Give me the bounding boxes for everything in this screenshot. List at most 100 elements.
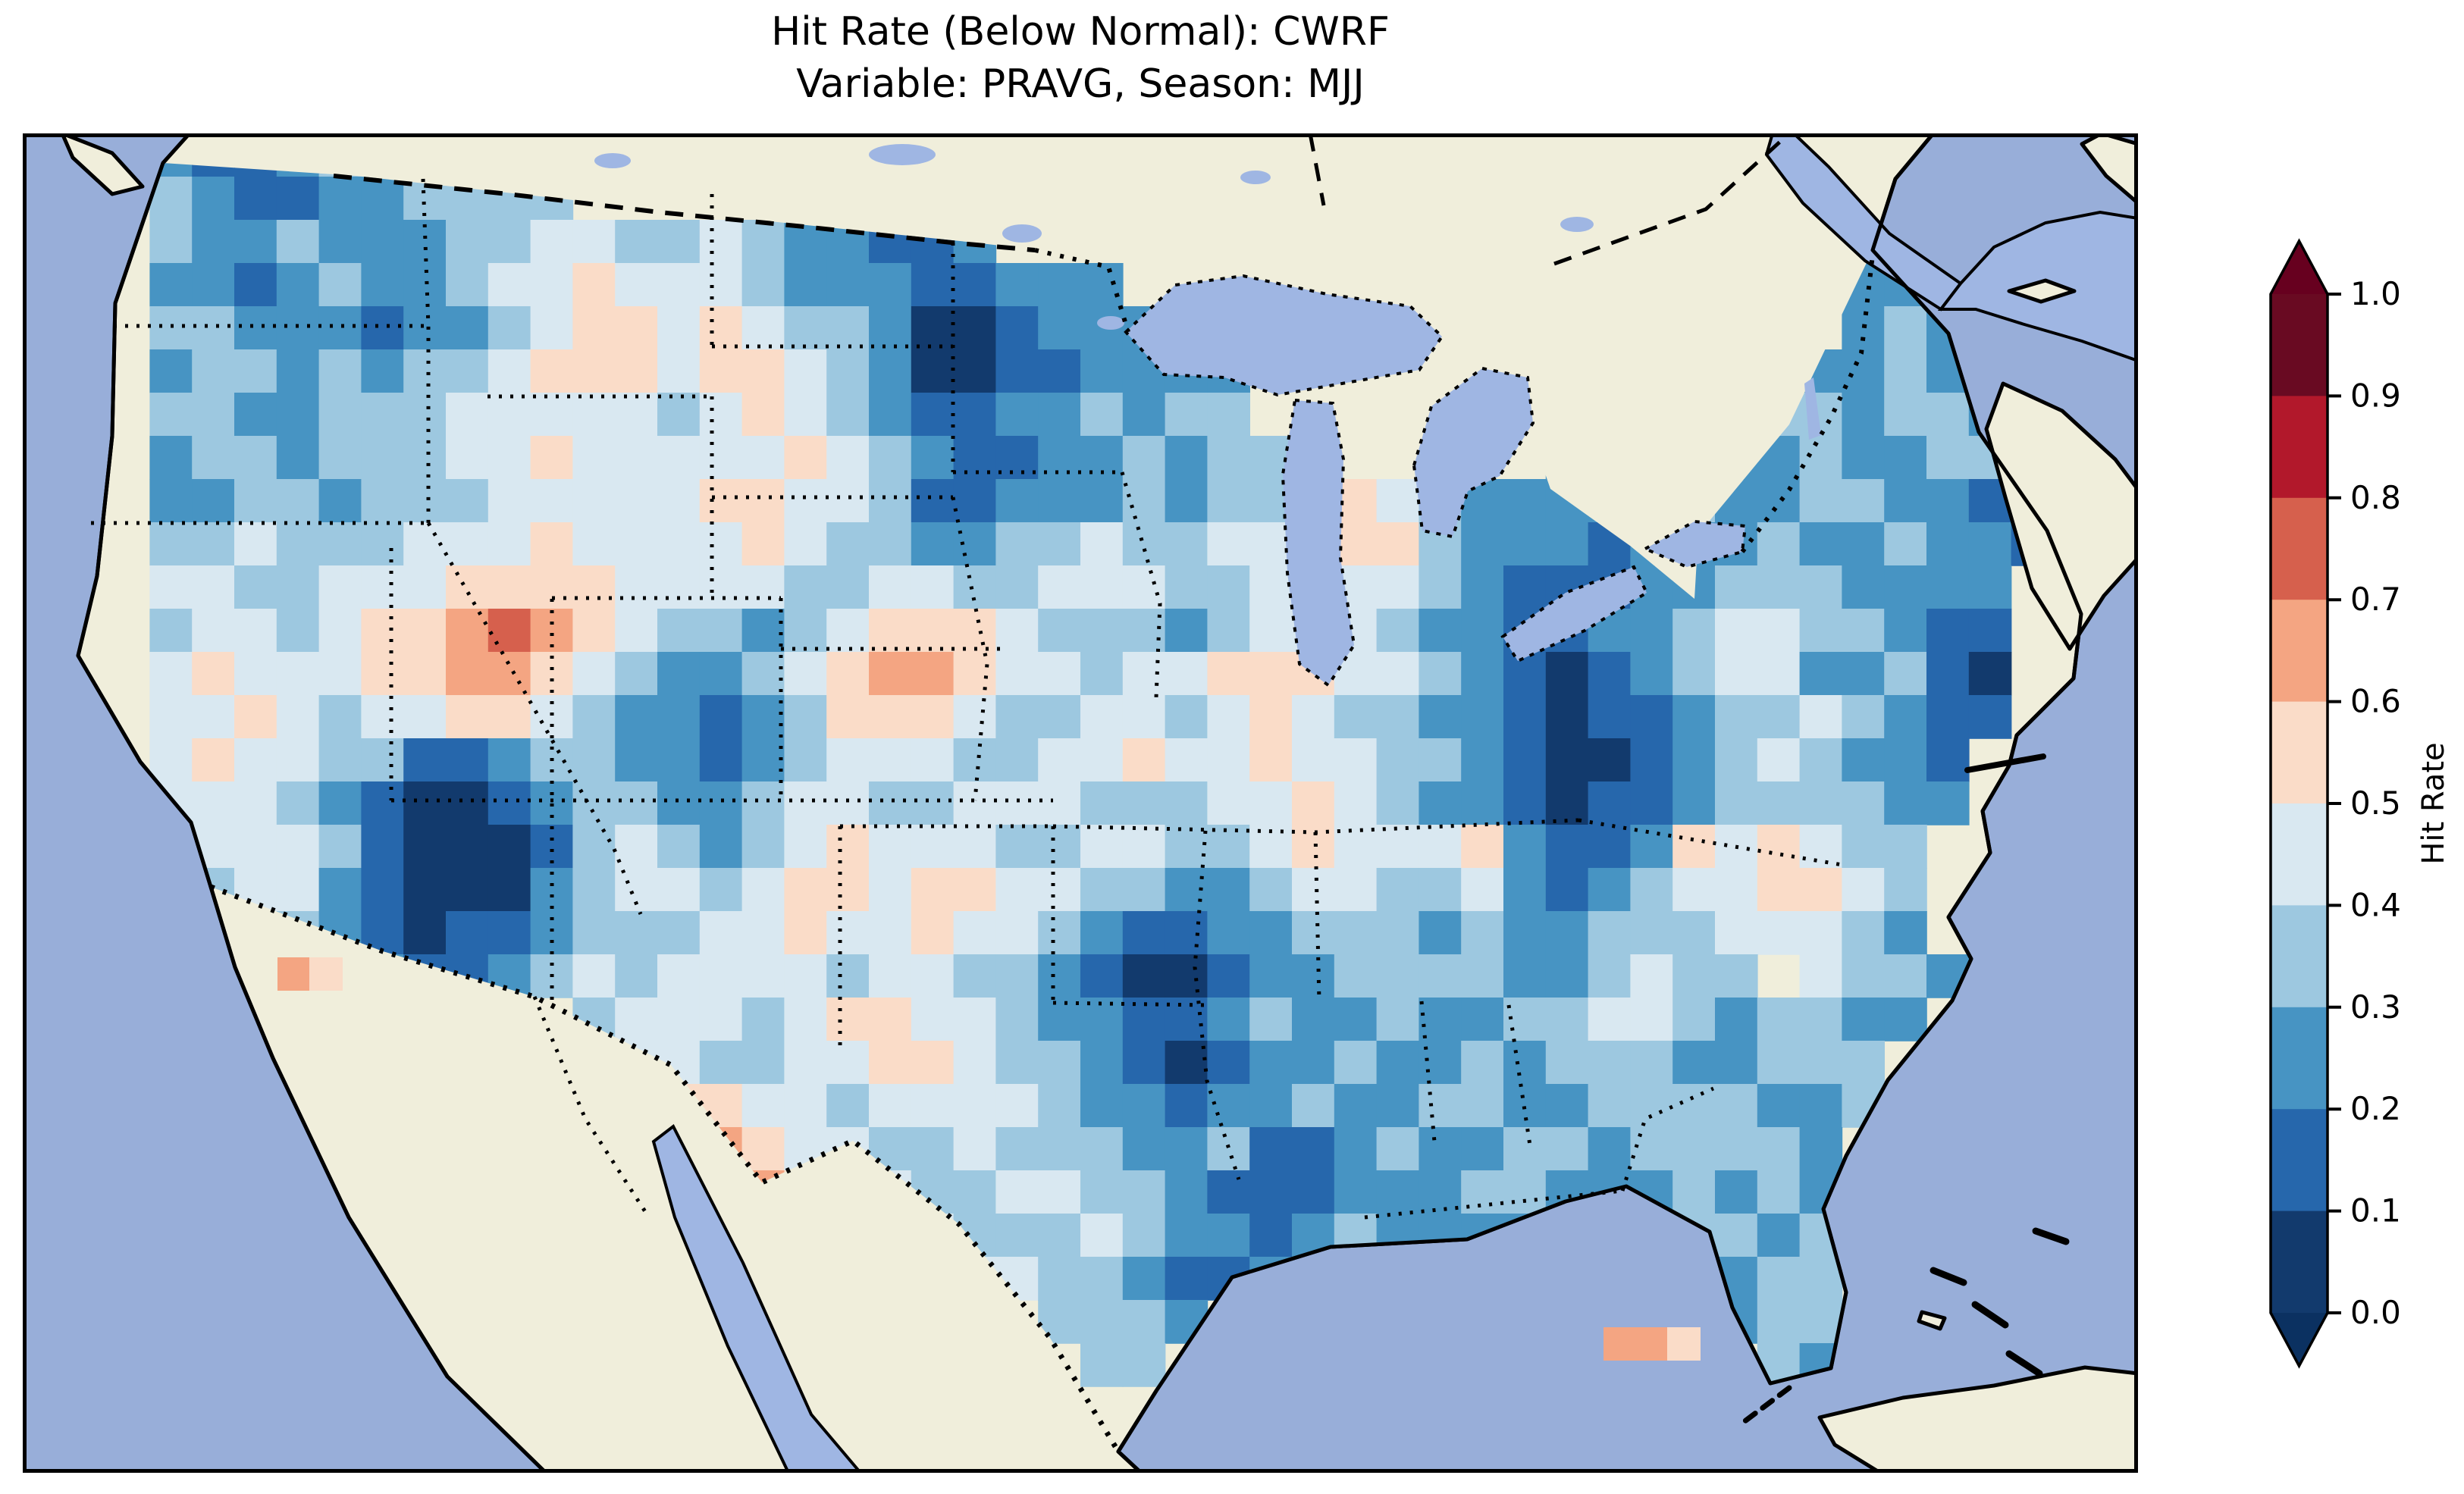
grid-cell (615, 652, 658, 696)
colorbar-band (2271, 905, 2328, 1008)
colorbar-band (2271, 1109, 2328, 1212)
grid-cell (1461, 652, 1504, 696)
grid-cell (1080, 565, 1124, 609)
grid-cell (487, 652, 531, 696)
grid-cell (911, 522, 955, 566)
grid-cell (657, 738, 701, 782)
grid-cell (446, 565, 489, 609)
colorbar-band (2271, 497, 2328, 600)
grid-cell (446, 609, 489, 653)
grid-cell (1334, 1041, 1378, 1085)
grid-cell (869, 306, 912, 350)
grid-cell (192, 306, 235, 350)
grid-cell (446, 263, 489, 307)
grid-cell (487, 479, 531, 523)
grid-cell (1757, 695, 1801, 739)
grid-cell (1038, 911, 1081, 955)
grid-cell (784, 306, 827, 350)
grid-cell (572, 306, 616, 350)
grid-cell (995, 1041, 1039, 1085)
grid-cell (1842, 609, 1885, 653)
grid-cell (699, 479, 743, 523)
grid-cell (1757, 738, 1801, 782)
long-island-icon (1964, 753, 2046, 773)
grid-cell (869, 738, 912, 782)
grid-cell (1545, 695, 1589, 739)
grid-cell (911, 695, 955, 739)
grid-cell (192, 479, 235, 523)
grid-cell (1334, 1170, 1378, 1214)
grid-cell (615, 565, 658, 609)
grid-cell (615, 306, 658, 350)
bahamas-islet (1917, 1310, 1947, 1331)
grid-cell (1884, 738, 1927, 782)
grid-cell (318, 695, 362, 739)
grid-cell (1757, 868, 1801, 912)
grid-cell (1207, 695, 1250, 739)
grid-cell (615, 349, 658, 393)
grid-cell (826, 565, 870, 609)
small-island-chains (1741, 753, 2070, 1425)
grid-cell (1080, 1214, 1124, 1258)
grid-cell (1122, 1041, 1166, 1085)
grid-cell (403, 781, 447, 825)
grid-cell (572, 349, 616, 393)
colorbar-axis-label: Hit Rate (2416, 742, 2451, 864)
grid-cell (276, 695, 320, 739)
grid-cell (615, 911, 658, 955)
grid-cell (741, 911, 785, 955)
grid-cell (869, 781, 912, 825)
grid-cell (1122, 781, 1166, 825)
grid-cell (826, 436, 870, 480)
grid-cell (1799, 695, 1843, 739)
grid-cell (572, 609, 616, 653)
grid-cell (1419, 1127, 1462, 1171)
grid-cell (1165, 695, 1208, 739)
grid-cell (1799, 522, 1843, 566)
grid-cell (1461, 522, 1504, 566)
grid-cell (741, 652, 785, 696)
grid-cell (234, 436, 277, 480)
grid-cell (1165, 1214, 1208, 1258)
grid-cell (1122, 1343, 1166, 1387)
grid-cell (234, 479, 277, 523)
grid-cell (1588, 781, 1632, 825)
grid-cell (1080, 652, 1124, 696)
grid-cell (192, 652, 235, 696)
grid-cell (615, 825, 658, 869)
grid-cell (1249, 1127, 1293, 1171)
grid-cell (1080, 479, 1124, 523)
grid-cell (1630, 1084, 1673, 1128)
grid-cell (741, 738, 785, 782)
grid-cell (1884, 825, 1927, 869)
grid-cell (1122, 436, 1166, 480)
grid-cell (911, 393, 955, 437)
grid-cell (1503, 479, 1547, 523)
grid-cell (699, 868, 743, 912)
grid-cell (1207, 1084, 1250, 1128)
grid-cell (1165, 609, 1208, 653)
grid-cell (826, 738, 870, 782)
grid-cell (1588, 825, 1632, 869)
grid-cell (1757, 1084, 1801, 1128)
island-data-cell (1667, 1327, 1701, 1361)
grid-cell (1122, 954, 1166, 998)
grid-cell (995, 609, 1039, 653)
grid-cell (953, 911, 997, 955)
grid-cell (1884, 954, 1927, 998)
grid-cell (953, 1127, 997, 1171)
grid-cell (826, 781, 870, 825)
grid-cell (1842, 1041, 1885, 1085)
grid-cell (276, 263, 320, 307)
hit-rate-grid (149, 163, 2055, 1387)
grid-cell (361, 220, 404, 264)
grid-cell (826, 522, 870, 566)
grid-cell (1884, 393, 1927, 437)
colorbar-band (2271, 600, 2328, 703)
grid-cell (487, 393, 531, 437)
grid-cell (1503, 868, 1547, 912)
grid-cell (1038, 1041, 1081, 1085)
grid-cell (1419, 911, 1462, 955)
grid-cell (1122, 738, 1166, 782)
grid-cell (995, 349, 1039, 393)
